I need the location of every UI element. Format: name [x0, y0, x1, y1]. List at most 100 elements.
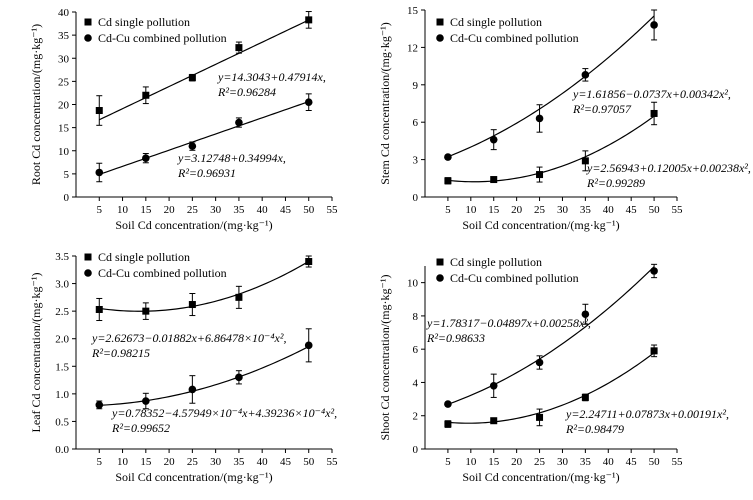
fit-equation: y=2.56943+0.12005x+0.00238x², — [586, 161, 751, 175]
x-tick-label: 25 — [534, 204, 546, 216]
fit-curve — [99, 345, 310, 406]
y-tick-label: 5 — [64, 169, 70, 181]
y-tick-label: 2.0 — [55, 334, 69, 346]
fit-equation: y=3.12748+0.34994x, — [177, 151, 286, 165]
x-axis-title: Soil Cd concentration/(mg·kg⁻¹) — [462, 470, 619, 484]
data-point-circle — [489, 135, 498, 144]
x-tick-label: 20 — [511, 204, 523, 216]
fit-equation: y=1.78317−0.04897x+0.00258x², — [426, 316, 591, 330]
data-point-circle — [95, 168, 104, 177]
fit-r-squared: R²=0.96931 — [177, 166, 236, 180]
y-tick-label: 0 — [64, 192, 70, 204]
x-tick-label: 55 — [327, 204, 339, 216]
x-tick-label: 55 — [672, 204, 684, 216]
y-tick-label: 9 — [413, 80, 419, 92]
x-tick-label: 15 — [488, 204, 500, 216]
legend-label: Cd-Cu combined pollution — [98, 266, 227, 280]
y-tick-label: 1.0 — [55, 389, 69, 401]
x-tick-label: 45 — [626, 204, 638, 216]
x-axis-title: Soil Cd concentration/(mg·kg⁻¹) — [462, 218, 619, 232]
y-axis-title: Root Cd concentration/(mg·kg⁻¹) — [29, 24, 43, 185]
legend-marker-circle — [84, 34, 92, 42]
data-point-circle — [650, 267, 658, 275]
y-axis-title: Stem Cd concentration/(mg·kg⁻¹) — [378, 22, 392, 185]
series-cd-cu-combined: y=2.24711+0.07873x+0.00191x²,R²=0.98479 C… — [436, 263, 729, 436]
panel-top-right: 5 10 15 20 25 30 35 40 45 50 55 0 3 6 9 12 15 Soil Cd con… — [378, 5, 751, 232]
x-tick-label: 5 — [445, 456, 451, 468]
x-tick-label: 50 — [303, 456, 315, 468]
x-tick-label: 10 — [117, 456, 129, 468]
x-tick-label: 50 — [303, 204, 315, 216]
x-tick-label: 30 — [557, 456, 569, 468]
legend-marker-square — [84, 18, 92, 26]
x-tick-label: 20 — [511, 456, 523, 468]
y-tick-label: 20 — [58, 100, 70, 112]
y-tick-label: 3.0 — [55, 279, 69, 291]
series-cd-single: y=14.3043+0.47914x,R²=0.96284 Cd single p… — [84, 11, 326, 126]
x-tick-label: 10 — [117, 204, 129, 216]
data-point-circle — [444, 400, 452, 408]
fit-curve — [447, 115, 655, 183]
fit-curve — [447, 266, 655, 405]
fit-r-squared: R²=0.96284 — [217, 85, 276, 99]
y-tick-label: 0 — [413, 444, 419, 456]
fit-equation: y=14.3043+0.47914x, — [217, 70, 326, 84]
data-point-square — [142, 307, 150, 315]
x-tick-label: 25 — [187, 456, 199, 468]
data-point-circle — [188, 142, 197, 150]
data-point-circle — [95, 401, 104, 409]
x-tick-label: 15 — [140, 456, 152, 468]
legend-label: Cd-Cu combined pollution — [450, 31, 579, 45]
data-point-circle — [489, 381, 498, 390]
y-tick-label: 8 — [413, 311, 419, 323]
panel-bottom-left: 5 10 15 20 25 30 35 40 45 50 55 0.0 0.5 1.0 1.5 2.0 2.5 3… — [29, 250, 338, 484]
data-point-square — [235, 293, 243, 301]
y-tick-label: 2.5 — [55, 306, 69, 318]
series-cd-cu-combined: y=3.12748+0.34994x,R²=0.96931 Cd-Cu combi… — [84, 31, 313, 183]
data-point-square — [650, 347, 658, 355]
data-point-square — [444, 420, 452, 428]
y-tick-label: 0.5 — [55, 416, 69, 428]
x-tick-label: 55 — [327, 456, 339, 468]
series-cd-single: y=2.62673−0.01882x+6.86478×10⁻⁴x²,R²=0.9… — [84, 250, 313, 360]
x-axis-title: Soil Cd concentration/(mg·kg⁻¹) — [115, 470, 272, 484]
data-point-circle — [444, 153, 452, 161]
data-point-circle — [188, 385, 197, 394]
y-tick-label: 12 — [407, 42, 418, 54]
x-tick-label: 20 — [164, 204, 176, 216]
data-point-circle — [235, 373, 243, 382]
fit-r-squared: R²=0.98633 — [426, 331, 485, 345]
data-point-square — [581, 157, 589, 165]
data-point-square — [235, 44, 243, 52]
y-tick-label: 10 — [58, 146, 70, 158]
y-tick-label: 0 — [413, 192, 419, 204]
x-tick-label: 35 — [233, 456, 245, 468]
y-tick-label: 0.0 — [55, 444, 69, 456]
fit-equation: y=0.78352−4.57949×10⁻⁴x+4.39236×10⁻⁴x², — [111, 406, 337, 420]
y-tick-label: 30 — [58, 53, 70, 65]
x-tick-label: 30 — [557, 204, 569, 216]
x-tick-label: 45 — [280, 204, 292, 216]
y-tick-label: 25 — [58, 76, 70, 88]
x-tick-label: 30 — [210, 204, 222, 216]
fit-r-squared: R²=0.99289 — [586, 176, 645, 190]
x-tick-label: 15 — [488, 456, 500, 468]
data-point-square — [581, 393, 589, 401]
data-point-square — [444, 177, 452, 185]
data-point-circle — [235, 118, 243, 127]
x-tick-label: 5 — [97, 456, 103, 468]
y-tick-label: 3.5 — [55, 251, 69, 263]
fit-r-squared: R²=0.98479 — [565, 422, 624, 436]
x-tick-label: 20 — [164, 456, 176, 468]
fit-curve — [99, 260, 310, 312]
data-point-circle — [581, 71, 590, 79]
fit-curve — [99, 19, 309, 121]
series-cd-single: y=1.61856−0.0737x+0.00342x²,R²=0.97057 Cd… — [436, 15, 731, 185]
data-point-circle — [650, 21, 658, 29]
y-axis-title: Leaf Cd concentration/(mg·kg⁻¹) — [29, 273, 43, 433]
panel-bottom-right: 5 10 15 20 25 30 35 40 45 50 55 0 2 4 6 8 10 Soil Cd conc… — [378, 255, 729, 484]
fit-equation: y=2.62673−0.01882x+6.86478×10⁻⁴x², — [91, 331, 286, 345]
x-tick-label: 30 — [210, 456, 222, 468]
data-point-square — [188, 301, 196, 309]
